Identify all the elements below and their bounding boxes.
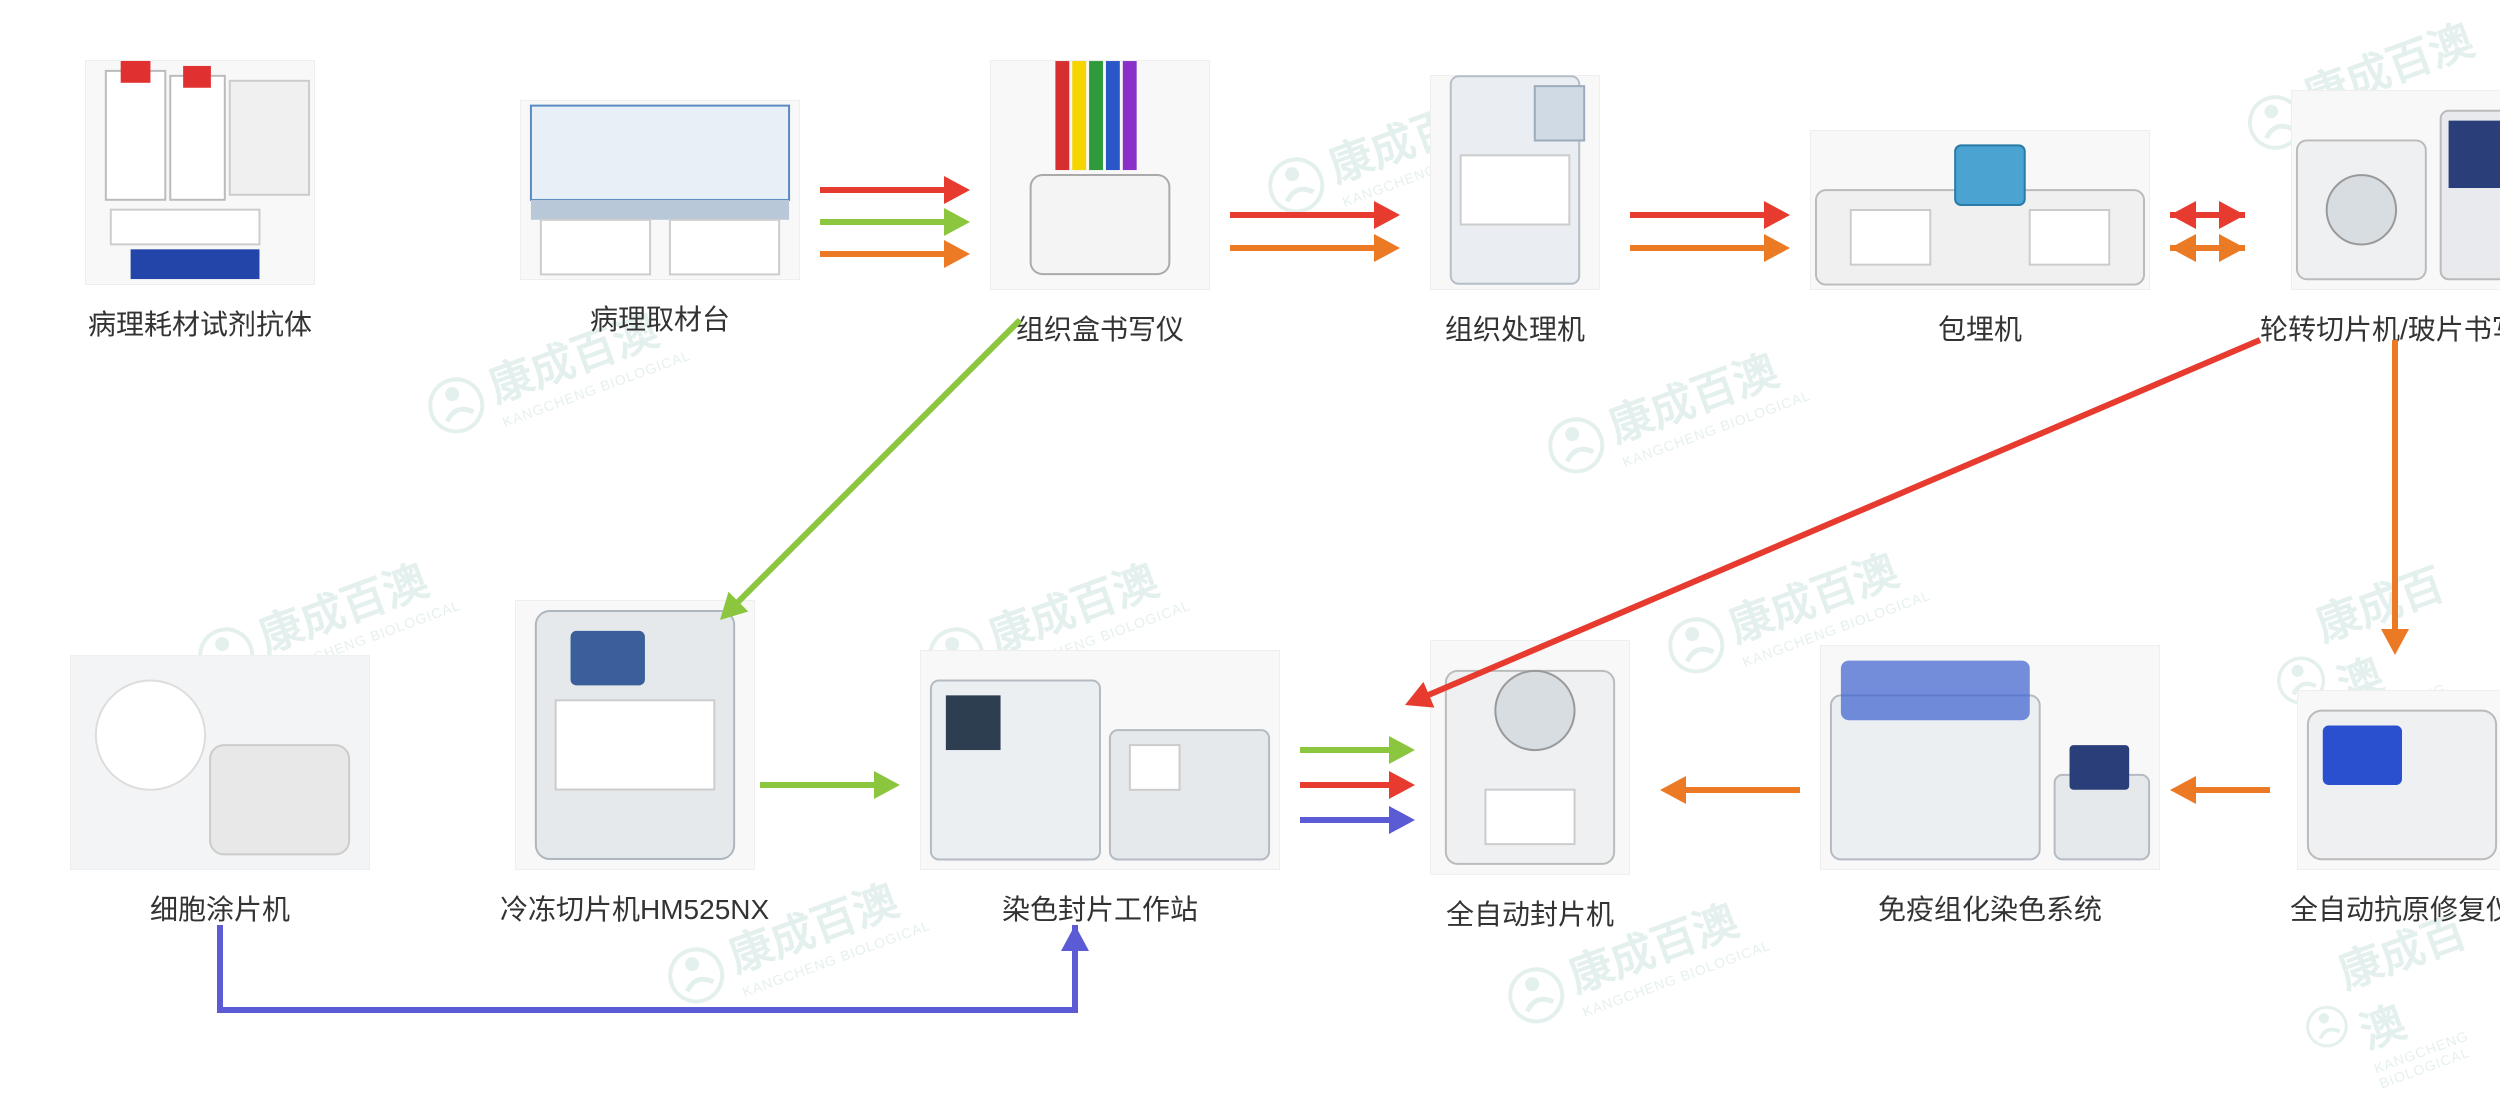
equipment-image (520, 100, 800, 280)
equipment-image (85, 60, 315, 285)
node-n2: 病理取材台 (520, 100, 800, 338)
watermark: 康成百澳KANGCHENG BIOLOGICAL (1534, 327, 1812, 493)
node-n12: 全自动抗原修复仪 (2290, 690, 2500, 928)
node-n9: 染色封片工作站 (920, 650, 1280, 928)
node-label: 全自动封片机 (1446, 893, 1614, 933)
equipment-image (70, 655, 370, 870)
equipment-image (2297, 690, 2500, 870)
equipment-image (1430, 75, 1600, 290)
equipment-image (990, 60, 1210, 290)
node-label: 轮转切片机/玻片书写仪 (2260, 308, 2500, 348)
node-label: 病理耗材试剂抗体 (88, 303, 312, 343)
node-n4: 组织处理机 (1430, 75, 1600, 348)
node-n11: 免疫组化染色系统 (1820, 645, 2160, 928)
node-n6: 轮转切片机/玻片书写仪 (2260, 90, 2500, 348)
node-label: 包埋机 (1938, 308, 2022, 348)
node-label: 免疫组化染色系统 (1878, 888, 2102, 928)
node-n7: 细胞涂片机 (70, 655, 370, 928)
node-label: 组织盒书写仪 (1016, 308, 1184, 348)
equipment-image (920, 650, 1280, 870)
node-n3: 组织盒书写仪 (990, 60, 1210, 348)
equipment-image (1820, 645, 2160, 870)
equipment-image (2291, 90, 2500, 290)
node-label: 全自动抗原修复仪 (2290, 888, 2500, 928)
node-label: 染色封片工作站 (1002, 888, 1198, 928)
equipment-image (1810, 130, 2150, 290)
node-n10: 全自动封片机 (1430, 640, 1630, 933)
node-label: 病理取材台 (590, 298, 730, 338)
node-n1: 病理耗材试剂抗体 (85, 60, 315, 343)
equipment-image (515, 600, 755, 870)
node-label: 组织处理机 (1445, 308, 1585, 348)
node-n5: 包埋机 (1810, 130, 2150, 348)
node-n8: 冷冻切片机HM525NX (500, 600, 769, 928)
node-label: 细胞涂片机 (150, 888, 290, 928)
node-label: 冷冻切片机HM525NX (500, 888, 769, 928)
equipment-image (1430, 640, 1630, 875)
